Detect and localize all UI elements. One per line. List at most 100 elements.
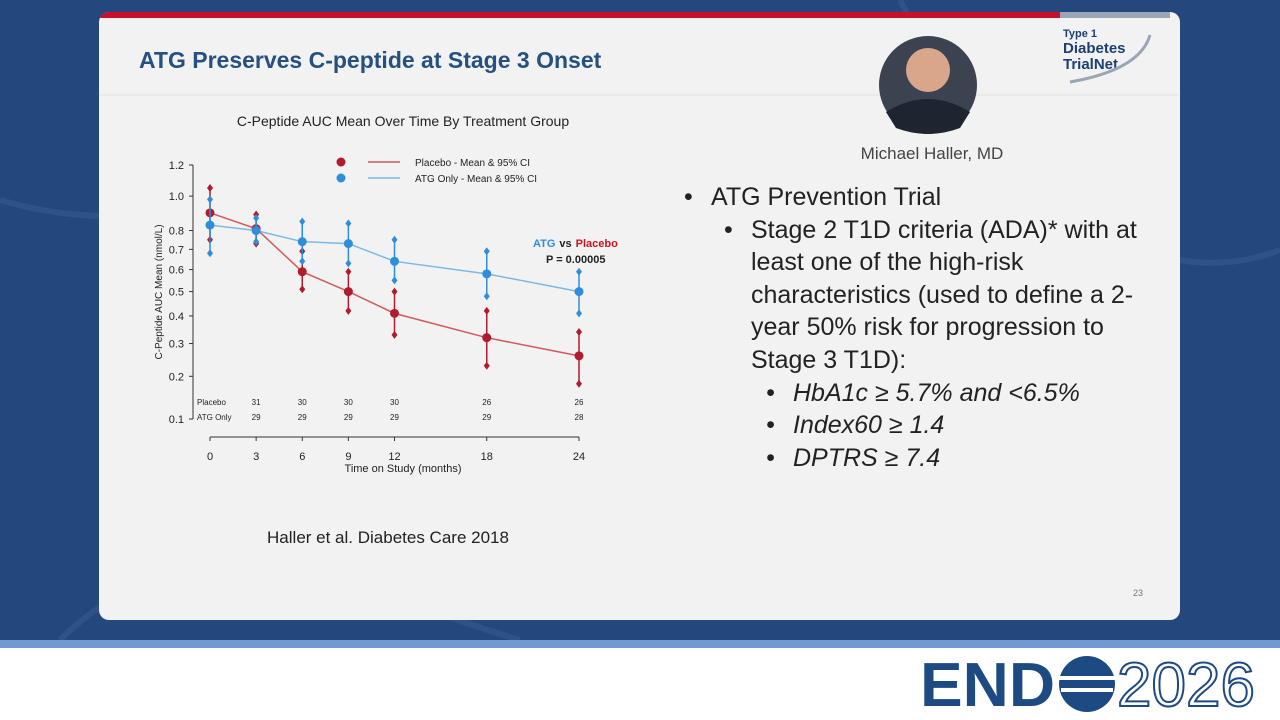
red-bar — [99, 12, 1060, 22]
ci-lower — [253, 237, 260, 246]
bullet-dot: • — [684, 183, 693, 211]
x-tick-label: 12 — [388, 451, 400, 463]
legend-marker — [336, 157, 346, 167]
bullet: • DPTRS ≥ 7.4 — [766, 442, 1153, 475]
y-tick-label: 0.1 — [169, 414, 184, 426]
legend-label: Placebo - Mean & 95% CI — [415, 158, 530, 169]
ci-lower — [576, 309, 582, 318]
annotation-part: vs — [559, 238, 571, 250]
ci-upper — [576, 267, 582, 276]
x-tick-label: 0 — [207, 451, 213, 463]
y-tick-label: 1.0 — [169, 191, 184, 203]
ci-upper — [207, 195, 213, 204]
x-tick-label: 18 — [481, 451, 493, 463]
chart-title: C-Peptide AUC Mean Over Time By Treatmen… — [237, 113, 569, 129]
mean-marker — [482, 269, 492, 279]
y-tick-label: 0.2 — [169, 371, 184, 383]
mean-marker — [482, 333, 492, 343]
ci-lower — [483, 292, 490, 301]
y-axis-label: C-Peptide AUC Mean (nmol/L) — [154, 224, 165, 359]
bullet-text: Stage 2 T1D criteria (ADA)* with at leas… — [751, 215, 1137, 374]
speaker-photo-body — [886, 99, 970, 134]
y-tick-label: 0.3 — [169, 339, 184, 351]
x-axis-label: Time on Study (months) — [345, 463, 462, 475]
mean-marker — [297, 237, 307, 247]
bullet: • HbA1c ≥ 5.7% and <6.5% — [766, 377, 1153, 410]
logo-text: Type 1 — [1063, 28, 1097, 40]
annotation: ATG vs Placebo — [533, 238, 618, 250]
bullet-dot: • — [766, 378, 775, 407]
at-risk-label: ATG Only — [197, 413, 232, 422]
mean-marker — [574, 287, 584, 297]
ci-upper — [345, 267, 352, 276]
logo-swoosh — [1069, 34, 1152, 84]
y-tick-label: 0.8 — [169, 226, 184, 238]
y-tick-label: 0.6 — [169, 265, 184, 277]
mean-marker — [343, 239, 353, 249]
x-tick-label: 3 — [253, 451, 259, 463]
ci-lower — [576, 379, 582, 388]
speaker-photo-face — [906, 48, 950, 92]
y-tick-label: 0.5 — [169, 287, 184, 299]
ci-upper — [207, 184, 213, 193]
annotation-part: ATG — [533, 238, 555, 250]
ci-lower — [345, 259, 352, 268]
logo-text: Diabetes — [1063, 40, 1126, 57]
at-risk-label: Placebo — [197, 398, 226, 407]
at-risk-count: 29 — [344, 413, 353, 422]
speaker-name: Michael Haller, MD — [861, 144, 1004, 163]
y-tick-label: 0.4 — [169, 311, 184, 323]
ci-lower — [391, 276, 398, 285]
at-risk-count: 26 — [482, 398, 491, 407]
mean-marker — [205, 220, 215, 230]
ci-lower — [345, 306, 352, 315]
x-tick-label: 24 — [573, 451, 585, 463]
slide-title: ATG Preserves C-peptide at Stage 3 Onset — [139, 47, 602, 73]
ci-upper — [483, 306, 490, 315]
at-risk-count: 28 — [575, 413, 584, 422]
ci-lower — [483, 361, 490, 370]
bullet-dot: • — [766, 443, 775, 472]
mean-marker — [390, 256, 399, 266]
bullet: • Index60 ≥ 1.4 — [766, 409, 1153, 442]
ci-upper — [391, 235, 398, 244]
legend-marker — [336, 173, 346, 183]
at-risk-count: 30 — [390, 398, 399, 407]
brand: END — [920, 651, 1055, 720]
at-risk-count: 29 — [298, 413, 307, 422]
p-value: P = 0.00005 — [546, 254, 605, 266]
bullet-dot: • — [766, 411, 775, 439]
legend-label: ATG Only - Mean & 95% CI — [415, 174, 537, 185]
y-tick-label: 1.2 — [169, 160, 184, 172]
mean-marker — [390, 308, 399, 318]
year: 2026 — [1117, 651, 1255, 720]
at-risk-count: 29 — [390, 413, 399, 422]
grey-bar — [1060, 12, 1170, 18]
ci-upper — [576, 328, 582, 337]
ci-upper — [391, 287, 398, 296]
y-tick-label: 0.7 — [169, 244, 184, 256]
bullet-text: Index60 ≥ 1.4 — [793, 411, 945, 439]
ci-lower — [299, 285, 306, 294]
at-risk-count: 31 — [252, 398, 261, 407]
ci-upper — [345, 219, 352, 228]
mean-marker — [343, 287, 353, 297]
stripe — [0, 640, 1280, 648]
mean-marker — [297, 267, 307, 277]
ci-upper — [253, 214, 260, 223]
brand-globe — [1059, 656, 1115, 712]
ci-upper — [299, 217, 306, 226]
mean-marker — [251, 226, 261, 236]
bullet-dot: • — [724, 215, 733, 244]
at-risk-count: 26 — [575, 398, 584, 407]
annotation-part: Placebo — [576, 238, 618, 250]
ci-lower — [207, 249, 213, 258]
at-risk-count: 30 — [298, 398, 307, 407]
citation: Haller et al. Diabetes Care 2018 — [267, 528, 509, 547]
bullet-text: HbA1c ≥ 5.7% and <6.5% — [793, 378, 1080, 407]
slide-card — [99, 12, 1180, 620]
bullet-text: DPTRS ≥ 7.4 — [793, 443, 941, 472]
chart: C-Peptide AUC Mean Over Time By Treatmen… — [154, 113, 618, 475]
